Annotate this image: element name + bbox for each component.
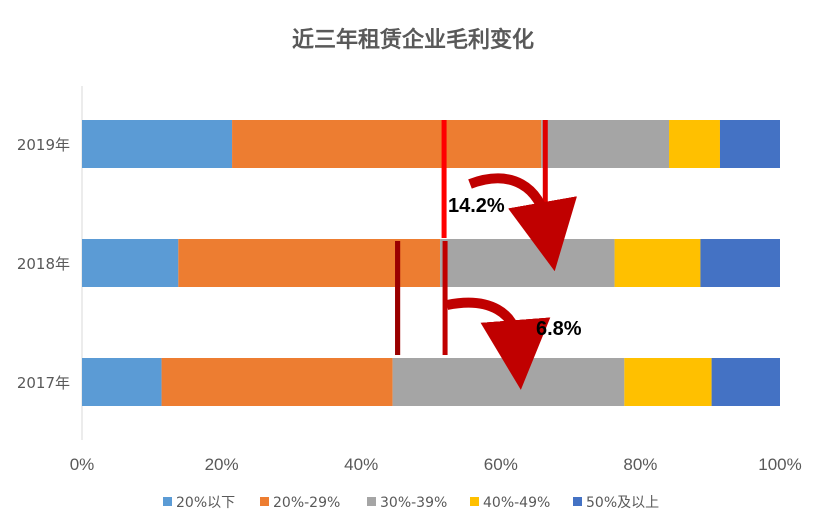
bar-1-series-1 (178, 239, 441, 287)
bar-2-series-2 (392, 358, 625, 406)
bar-0-series-3 (669, 120, 720, 168)
category-label: 2019年 (17, 136, 70, 154)
legend-label: 30%-39% (380, 495, 447, 511)
bar-2-series-1 (161, 358, 393, 406)
legend-swatch (260, 497, 269, 506)
bar-2-series-3 (624, 358, 712, 406)
category-label: 2018年 (17, 255, 70, 273)
legend-label: 20%-29% (273, 495, 340, 511)
plot-area: 2019年 2018年 2017年 0% 20% 40% 60% 80% 100% (17, 86, 802, 474)
bar-0-series-0 (82, 120, 233, 168)
legend-label: 50%及以上 (586, 495, 659, 511)
chart-title: 近三年租赁企业毛利变化 (292, 27, 534, 53)
bar-0-series-4 (719, 120, 780, 168)
bar-0-series-1 (232, 120, 542, 168)
x-tick-label: 20% (205, 455, 239, 474)
legend-swatch (163, 497, 172, 506)
legend-swatch (367, 497, 376, 506)
x-tick-label: 0% (70, 455, 95, 474)
legend-swatch (470, 497, 479, 506)
legend-swatch (573, 497, 582, 506)
annotation-label: 14.2% (448, 195, 505, 217)
bar-1-series-2 (440, 239, 615, 287)
bar-0-series-2 (541, 120, 670, 168)
x-tick-label: 40% (344, 455, 378, 474)
x-tick-label: 60% (484, 455, 518, 474)
arrow-2017-2018 (445, 297, 551, 390)
bar-1-series-0 (82, 239, 179, 287)
legend-label: 40%-49% (483, 495, 550, 511)
x-tick-label: 100% (758, 455, 801, 474)
arrow-2018-2019 (468, 173, 577, 272)
legend: 20%以下 20%-29% 30%-39% 40%-49% 50%及以上 (163, 495, 659, 511)
bar-2-series-0 (82, 358, 162, 406)
bar-1-series-4 (700, 239, 780, 287)
bar-2-series-4 (711, 358, 780, 406)
annotations: 14.2% 6.8% (395, 120, 582, 390)
x-tick-label: 80% (623, 455, 657, 474)
legend-label: 20%以下 (176, 495, 235, 511)
bar-1-series-3 (614, 239, 701, 287)
annotation-label: 6.8% (536, 318, 582, 340)
category-label: 2017年 (17, 374, 70, 392)
